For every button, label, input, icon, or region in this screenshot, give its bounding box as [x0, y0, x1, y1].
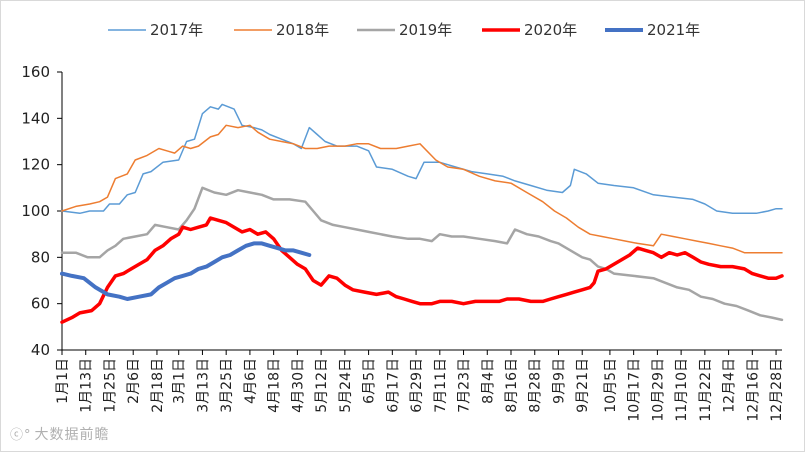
legend: 2017年 2018年 2019年 2020年 2021年: [108, 21, 700, 39]
legend-label-2018年: 2018年: [276, 21, 329, 39]
cc-logo-icon: ⓒ°: [10, 428, 32, 443]
x-axis: 1月1日 1月13日 1月25日 2月6日 2月18日 3月1日 3月13日 3月25日 4月6…: [55, 349, 785, 422]
series-line-2021年: [60, 241, 312, 301]
x-tick-label: 7月11日: [433, 358, 449, 413]
series-line-2017年: [61, 103, 783, 215]
x-tick-label: 1月1日: [55, 358, 71, 404]
y-tick-label: 40: [31, 341, 50, 359]
legend-label-2019年: 2019年: [399, 21, 452, 39]
series-group: [60, 103, 784, 324]
watermark-text: 大数据前瞻: [34, 427, 110, 443]
y-tick-label: 80: [31, 248, 50, 266]
x-tick-label: 9月9日: [551, 358, 567, 404]
legend-label-2017年: 2017年: [150, 21, 203, 39]
x-tick-label: 6月29日: [409, 358, 425, 413]
watermark: ⓒ° 大数据前瞻: [10, 424, 110, 444]
x-tick-label: 8月28日: [528, 358, 544, 413]
x-tick-label: 5月12日: [314, 358, 330, 413]
x-tick-label: 12月16日: [745, 358, 761, 422]
x-tick-label: 5月24日: [338, 358, 354, 413]
x-tick-label: 8月16日: [504, 358, 520, 413]
x-tick-label: 10月29日: [650, 358, 666, 422]
y-tick-label: 60: [31, 295, 50, 313]
y-tick-label: 120: [21, 156, 50, 174]
x-tick-label: 4月30日: [290, 358, 306, 413]
series-line-2020年: [60, 216, 784, 324]
y-tick-label: 160: [21, 63, 50, 81]
x-tick-label: 10月5日: [603, 358, 619, 413]
y-tick-label: 100: [21, 202, 50, 220]
y-tick-label: 140: [21, 109, 50, 127]
legend-label-2020年: 2020年: [524, 21, 577, 39]
x-tick-label: 4月18日: [267, 358, 283, 413]
x-tick-label: 2月6日: [126, 358, 142, 404]
x-tick-label: 2月18日: [150, 358, 166, 413]
x-tick-label: 11月10日: [674, 358, 690, 422]
x-tick-label: 7月23日: [457, 358, 473, 413]
x-tick-label: 6月5日: [362, 358, 378, 404]
legend-label-2021年: 2021年: [647, 21, 700, 39]
x-tick-label: 3月13日: [195, 358, 211, 413]
series-line-2018年: [61, 124, 783, 254]
x-tick-label: 1月25日: [102, 358, 118, 413]
x-tick-label: 6月17日: [385, 358, 401, 413]
x-tick-label: 11月22日: [698, 358, 714, 422]
x-tick-label: 3月1日: [172, 358, 188, 404]
x-tick-label: 10月17日: [627, 358, 643, 422]
y-axis: 40 60 80 100 120 140 160: [21, 63, 63, 359]
x-tick-label: 12月28日: [769, 358, 785, 422]
x-tick-label: 9月21日: [575, 358, 591, 413]
x-tick-label: 4月6日: [243, 358, 259, 404]
x-tick-label: 8月4日: [480, 358, 496, 404]
x-tick-label: 1月13日: [79, 358, 95, 413]
series-line-2019年: [60, 186, 784, 322]
x-tick-label: 12月4日: [722, 358, 738, 413]
x-tick-label: 3月25日: [219, 358, 235, 413]
